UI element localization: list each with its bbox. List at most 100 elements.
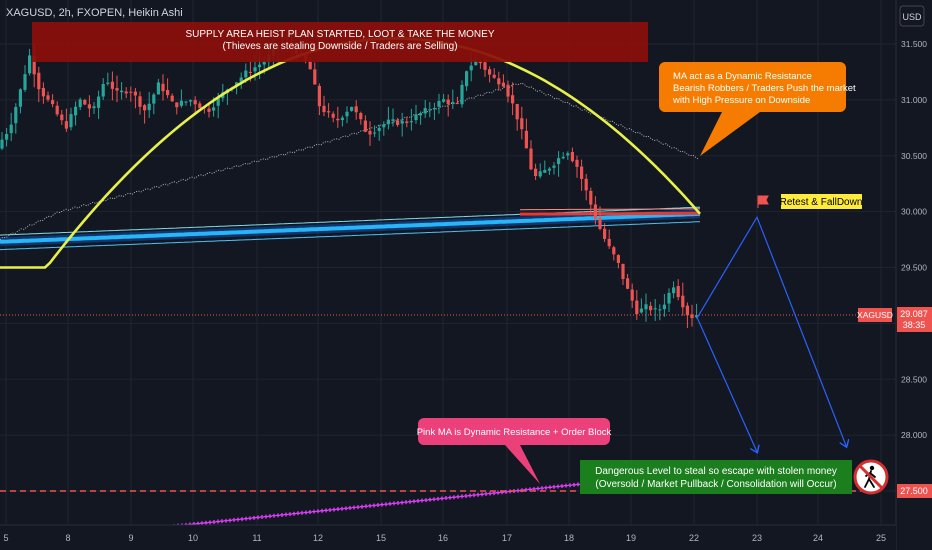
candle-body [32,55,36,75]
candle-body [64,121,68,129]
pink-ma-mark [224,518,228,523]
candle-body [566,153,570,156]
pink-ma-mark [284,512,288,517]
candle-body [244,70,248,78]
pink-ma-mark [476,492,480,497]
y-tick-label: 29.500 [901,263,927,273]
candle-body [248,71,252,73]
pink-ma-mark [288,512,292,517]
pink-ma-mark [352,505,356,510]
pink-ma-mark [204,520,208,525]
x-tick-label: 19 [626,533,636,543]
no-walking-icon [853,459,889,495]
currency-label: USD [902,12,922,22]
candle-body [9,124,13,134]
pink-ma-mark [272,513,276,518]
pink-ma-mark [568,483,572,488]
candle-body [520,118,524,130]
y-tick-label: 28.000 [901,430,927,440]
candle-body [51,100,55,105]
pink-ma-mark [396,500,400,505]
candle-body [492,74,496,78]
candle-body [166,90,170,96]
pink-ma-mark [536,486,540,491]
candle-body [501,82,505,87]
candle-body [262,62,266,65]
candle-body [78,99,82,108]
candle-body [543,169,547,173]
candle-body [575,159,579,167]
candle-body [156,82,160,95]
pink-ma-mark [408,499,412,504]
pink-ma-mark [292,511,296,516]
candle-body [368,130,372,135]
ma-resistance-line1: MA act as a Dynamic Resistance [673,71,812,82]
candle-body [423,108,427,114]
candle-body [547,168,551,171]
candle-body [313,69,317,85]
pink-ma-mark [576,482,580,487]
time-axis[interactable]: 5 8 9 10 11 12 15 16 17 18 19 22 23 24 25 [0,524,896,550]
candle-body [74,106,78,116]
pink-ma-mark [420,498,424,503]
candle-body [644,304,648,310]
candle-body [373,132,377,134]
pink-ma-mark [340,506,344,511]
candle-body [37,72,41,90]
pink-ma-mark [496,490,500,495]
pink-ma-mark [556,484,560,489]
ma-resistance-line2: Bearish Robbers / Traders Push the marke… [673,83,856,94]
pink-ma-mark [264,514,268,519]
candle-body [455,102,459,104]
candle-body [382,124,386,128]
candle-body [327,111,331,113]
price-axis[interactable]: USD 31.50031.00030.50030.00029.50029.000… [857,0,932,550]
supply-title: SUPPLY AREA HEIST PLAN STARTED, LOOT & T… [186,29,495,40]
candle-body [18,89,22,107]
symbol-tag [858,308,892,322]
candle-body [685,305,689,316]
x-tick-label: 24 [813,533,823,543]
candle-body [170,95,174,102]
candle-body [97,96,101,108]
candle-body [124,91,128,94]
currency-button[interactable] [899,5,925,27]
x-tick-label: 15 [376,533,386,543]
candle-body [593,204,597,219]
x-tick-label: 5 [3,533,8,543]
pink-ma-mark [468,493,472,498]
target-annotation: Dangerous Level to steal so escape with … [580,460,852,494]
pink-ma-mark [280,512,284,517]
pink-ma-mark [252,515,256,520]
candle-body [589,190,593,205]
candle-body [189,100,193,102]
projection-path-direct [696,317,757,452]
cyan-band-line [0,211,701,244]
pink-ma-mark [300,510,304,515]
candle-body [630,289,634,301]
candle-body [432,107,436,109]
pink-ma-mark [348,505,352,510]
price-tag-countdown: 38:35 [903,320,926,330]
pink-ma-mark [328,507,332,512]
candle-body [667,292,671,304]
pink-ma-mark [244,516,248,521]
candle-body [515,103,519,120]
candle-body [46,95,50,100]
x-tick-label: 10 [188,533,198,543]
candle-body [396,120,400,126]
x-tick-label: 22 [689,533,699,543]
candle-body [198,103,202,109]
candle-body [649,305,653,311]
candle-body [69,114,73,128]
candle-body [41,87,45,97]
candle-body [474,61,478,66]
pink-ma-mark [564,483,568,488]
candle-body [442,99,446,102]
pink-ma-mark [324,508,328,513]
candle-body [653,308,657,310]
pink-ma-mark [424,498,428,503]
pink-ma-mark [464,493,468,498]
pink-ma-mark [312,509,316,514]
